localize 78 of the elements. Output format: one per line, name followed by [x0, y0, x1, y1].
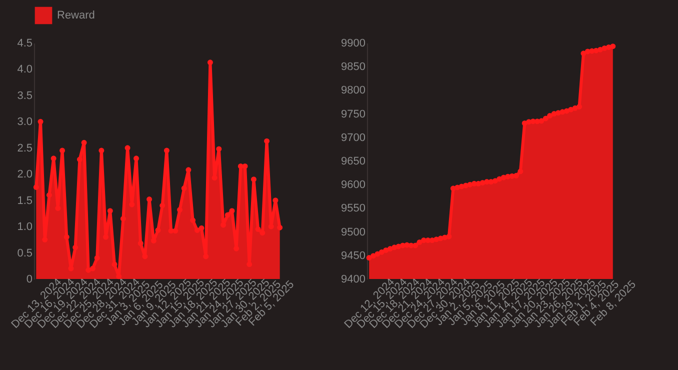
point: [277, 224, 283, 230]
y-tick-label: 9550: [341, 202, 366, 215]
point: [186, 167, 192, 173]
point: [492, 178, 498, 184]
point: [446, 234, 452, 240]
point: [542, 116, 548, 122]
point: [124, 145, 130, 151]
point: [177, 207, 182, 213]
y-tick-label: 0.5: [17, 247, 32, 260]
y-tick-label: 0: [26, 274, 32, 286]
y-tick-label: 3.5: [17, 90, 32, 102]
point: [72, 244, 78, 250]
y-tick-label: 9650: [341, 156, 366, 168]
point: [224, 212, 230, 218]
point: [255, 226, 261, 232]
point: [598, 46, 604, 52]
y-tick-label: 9800: [341, 84, 366, 97]
point: [246, 262, 252, 268]
point: [155, 227, 161, 233]
point: [383, 247, 389, 253]
y-tick-label: 9900: [341, 38, 366, 50]
point: [164, 148, 170, 154]
y-tick-label: 4.5: [17, 38, 32, 50]
point: [172, 228, 178, 234]
point: [242, 164, 248, 169]
point: [416, 239, 422, 245]
point: [120, 216, 126, 222]
point: [46, 192, 52, 198]
y-tick-label: 2.5: [17, 142, 32, 154]
point: [194, 227, 200, 233]
point: [60, 148, 66, 154]
point: [370, 253, 376, 259]
point: [216, 146, 222, 152]
point: [94, 255, 100, 261]
point: [207, 60, 213, 66]
point: [238, 164, 244, 169]
point: [547, 112, 553, 118]
y-tick-label: 1.0: [17, 221, 32, 234]
point: [392, 244, 398, 250]
point: [190, 218, 196, 223]
y-tick-label: 9850: [341, 61, 366, 74]
y-tick-label: 4.0: [17, 64, 32, 76]
point: [412, 242, 418, 248]
y-tick-label: 9600: [341, 179, 366, 192]
point: [378, 249, 384, 255]
point: [538, 118, 544, 124]
point: [50, 156, 56, 162]
point: [76, 156, 82, 162]
y-tick-label: 9500: [341, 226, 366, 238]
y-tick-label: 1.5: [17, 194, 32, 207]
point: [64, 234, 70, 240]
point: [250, 176, 256, 182]
point: [98, 148, 104, 154]
point: [576, 104, 582, 110]
point: [198, 225, 204, 231]
point: [90, 266, 96, 272]
point: [610, 44, 616, 50]
point: [134, 156, 139, 162]
y-tick-label: 9450: [341, 250, 366, 262]
point: [38, 118, 44, 124]
point: [366, 255, 372, 260]
point: [33, 184, 39, 190]
point: [138, 240, 144, 246]
point: [160, 202, 166, 208]
legend-label: Reward: [57, 10, 95, 22]
point: [212, 175, 218, 181]
point: [264, 138, 270, 144]
y-tick-label: 9700: [341, 132, 366, 144]
point: [518, 168, 524, 174]
y-tick-label: 3.0: [17, 116, 32, 128]
point: [112, 262, 118, 268]
y-tick-label: 9750: [341, 108, 366, 120]
y-tick-label: 2.0: [17, 168, 32, 181]
point: [181, 186, 187, 192]
point: [580, 50, 586, 56]
point: [260, 230, 266, 236]
y-tick-label: 9400: [341, 274, 366, 286]
point: [81, 140, 87, 146]
